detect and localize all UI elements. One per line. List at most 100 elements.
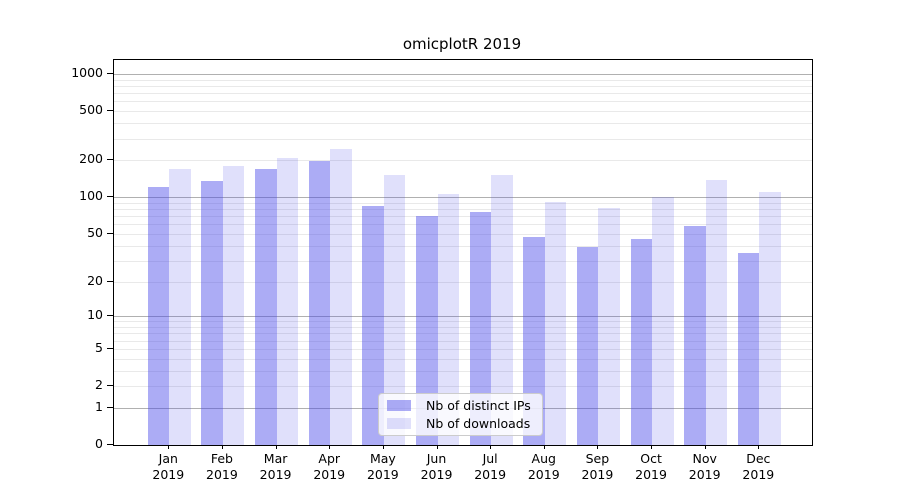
legend-row: Nb of downloads <box>385 416 536 431</box>
y-tick-label: 1 <box>95 398 103 414</box>
bar-distinct-ips <box>630 239 653 445</box>
gridline-major <box>114 197 812 199</box>
bar-downloads <box>598 208 620 445</box>
y-tick-label: 1000 <box>71 64 103 80</box>
x-tick-mark <box>436 445 438 449</box>
x-tick-label: Feb 2019 <box>206 451 238 482</box>
gridline-minor <box>114 111 812 113</box>
y-tick-mark <box>107 159 113 161</box>
x-tick-label: Dec 2019 <box>742 451 775 482</box>
bar-downloads <box>276 157 299 445</box>
gridline-minor <box>114 202 812 204</box>
x-tick-mark <box>651 445 653 449</box>
x-tick-mark <box>490 445 492 449</box>
y-tick-label: 100 <box>79 188 103 204</box>
gridline-minor <box>114 79 812 81</box>
gridline-minor <box>114 386 812 387</box>
x-tick-label: Oct 2019 <box>635 451 667 482</box>
bar-distinct-ips <box>255 168 277 445</box>
bar-downloads <box>491 175 513 445</box>
gridline-minor <box>114 138 812 140</box>
y-tick-label: 2 <box>95 377 103 392</box>
y-tick-mark <box>107 347 113 349</box>
bar-distinct-ips <box>737 252 760 445</box>
bar-downloads <box>330 149 352 445</box>
gridline-minor <box>114 260 812 262</box>
x-tick-label: Nov 2019 <box>688 451 721 482</box>
x-tick-mark <box>543 445 545 449</box>
bar-downloads <box>437 193 459 445</box>
gridline-minor <box>114 93 812 95</box>
gridline-minor <box>114 216 812 218</box>
legend-label: Nb of distinct IPs <box>426 398 531 414</box>
legend-row: Nb of distinct IPs <box>385 398 536 413</box>
y-tick-mark <box>107 196 113 198</box>
y-tick-label: 20 <box>87 272 103 288</box>
x-tick-label: Jun 2019 <box>420 451 453 482</box>
x-tick-label: Mar 2019 <box>259 451 292 482</box>
y-tick-label: 200 <box>79 151 103 167</box>
x-tick-mark <box>382 445 384 449</box>
y-tick-label: 500 <box>79 102 103 118</box>
gridline-minor <box>114 281 812 283</box>
gridline-minor <box>114 245 812 247</box>
gridline-minor <box>114 233 812 235</box>
y-tick-mark <box>107 406 113 408</box>
legend-swatch-downloads <box>387 417 411 429</box>
bar-distinct-ips <box>308 161 331 445</box>
bar-downloads <box>705 180 728 445</box>
x-tick-label: Aug 2019 <box>527 451 560 482</box>
gridline-minor <box>114 333 812 335</box>
y-tick-mark <box>107 280 113 282</box>
y-tick-mark <box>107 232 113 234</box>
bar-distinct-ips <box>469 212 492 445</box>
gridline-minor <box>114 358 812 360</box>
y-tick-mark <box>107 315 113 317</box>
gridline-minor <box>114 348 812 350</box>
y-tick-label: 50 <box>87 224 103 240</box>
bar-distinct-ips <box>362 206 384 445</box>
gridline-minor <box>114 327 812 328</box>
x-tick-mark <box>275 445 277 449</box>
x-tick-label: Apr 2019 <box>313 451 346 482</box>
x-tick-mark <box>597 445 599 449</box>
bar-distinct-ips <box>576 246 599 445</box>
bar-distinct-ips <box>147 187 170 445</box>
x-tick-label: May 2019 <box>366 451 399 482</box>
x-tick-label: Jan 2019 <box>152 451 185 482</box>
y-tick-mark <box>107 110 113 112</box>
gridline-minor <box>114 224 812 226</box>
y-tick-label: 10 <box>87 307 103 323</box>
legend: Nb of distinct IPs Nb of downloads <box>378 393 543 436</box>
gridline-minor <box>114 370 812 372</box>
bar-downloads <box>383 175 406 445</box>
bar-downloads <box>169 168 191 445</box>
gridline-minor <box>114 340 812 342</box>
y-tick-mark <box>107 385 113 386</box>
gridline-minor <box>114 160 812 162</box>
legend-label: Nb of downloads <box>426 415 531 431</box>
bar-distinct-ips <box>684 226 706 445</box>
bar-downloads <box>652 196 674 445</box>
bar-distinct-ips <box>416 216 438 445</box>
gridline-major <box>114 73 812 75</box>
x-tick-label: Jul 2019 <box>474 451 507 482</box>
plot-area <box>113 59 813 446</box>
y-tick-mark <box>107 444 113 445</box>
gridline-minor <box>114 101 812 103</box>
legend-swatch-distinct-ips <box>387 400 411 412</box>
gridline-minor <box>114 209 812 211</box>
gridline-minor <box>114 123 812 125</box>
x-tick-label: Sep 2019 <box>581 451 614 482</box>
gridline-minor <box>114 85 812 87</box>
y-tick-label: 5 <box>95 339 103 355</box>
x-tick-mark <box>221 445 223 449</box>
bar-distinct-ips <box>201 181 223 445</box>
y-tick-label: 0 <box>95 436 103 451</box>
gridline-minor <box>114 321 812 323</box>
bar-downloads <box>222 165 245 445</box>
x-tick-mark <box>329 445 331 449</box>
x-tick-mark <box>168 445 170 449</box>
bar-downloads <box>759 191 781 445</box>
